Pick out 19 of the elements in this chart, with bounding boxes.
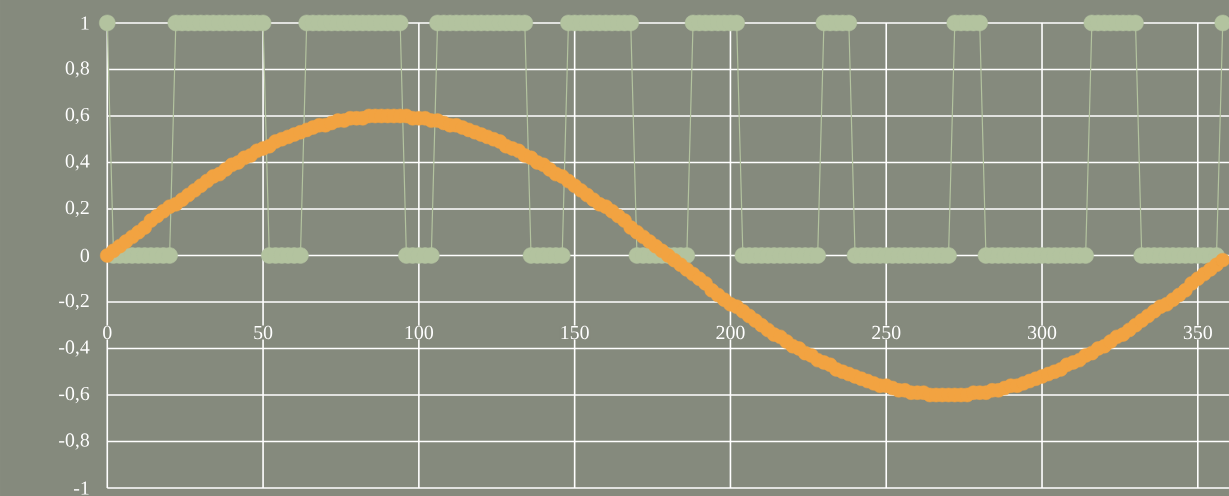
y-tick-label: -0,8 [59,433,90,450]
y-tick-label: 0 [80,248,90,263]
x-tick-label: 300 [1028,325,1057,340]
x-tick-label: 0 [103,325,112,340]
y-tick-label: -0,2 [59,293,89,311]
y-tick-label: 0,2 [65,200,89,218]
y-tick-label: -0,4 [59,340,90,357]
y-tick-label: 0,6 [65,107,90,125]
x-tick-label: 350 [1183,325,1212,340]
y-tick-label: 0,8 [65,61,90,78]
y-tick-label: 0,4 [65,154,90,171]
x-tick-label: 50 [254,325,273,340]
y-tick-label: -0,6 [59,386,90,404]
y-tick-label: -1 [73,481,89,495]
x-tick-label: 100 [405,325,434,340]
x-tick-label: 150 [561,325,589,340]
x-tick-label: 200 [716,325,745,340]
y-tick-label: 1 [81,16,89,30]
x-tick-label: 250 [872,325,901,340]
